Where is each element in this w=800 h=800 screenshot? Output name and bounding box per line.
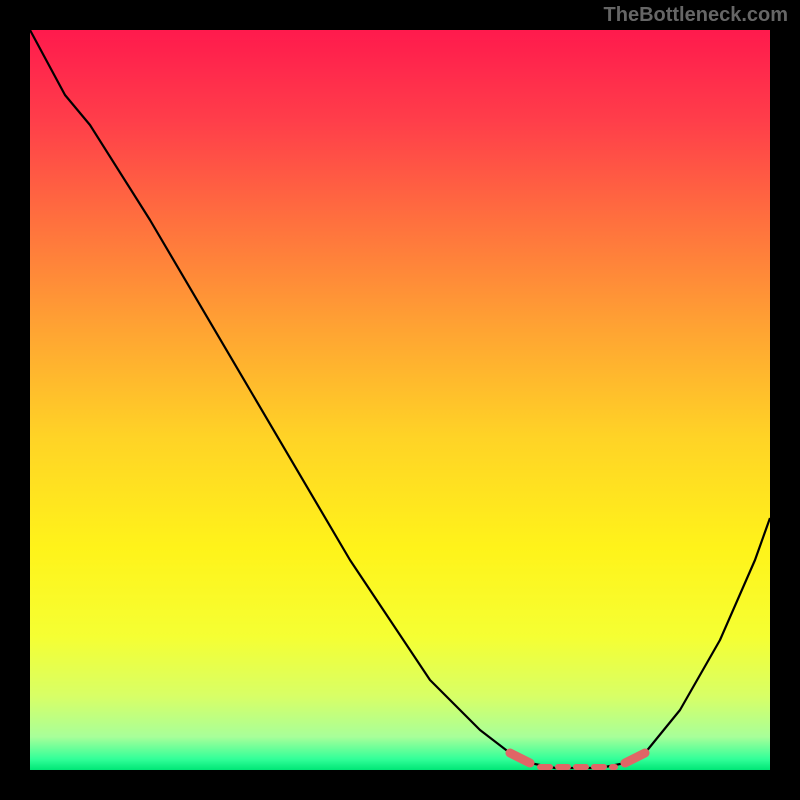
- chart-border: [0, 0, 30, 800]
- chart-border: [0, 770, 800, 800]
- chart-container: TheBottleneck.com: [0, 0, 800, 800]
- gradient-background: [30, 30, 770, 770]
- chart-border: [770, 0, 800, 800]
- watermark-text: TheBottleneck.com: [604, 4, 788, 27]
- bottleneck-chart: [0, 0, 800, 800]
